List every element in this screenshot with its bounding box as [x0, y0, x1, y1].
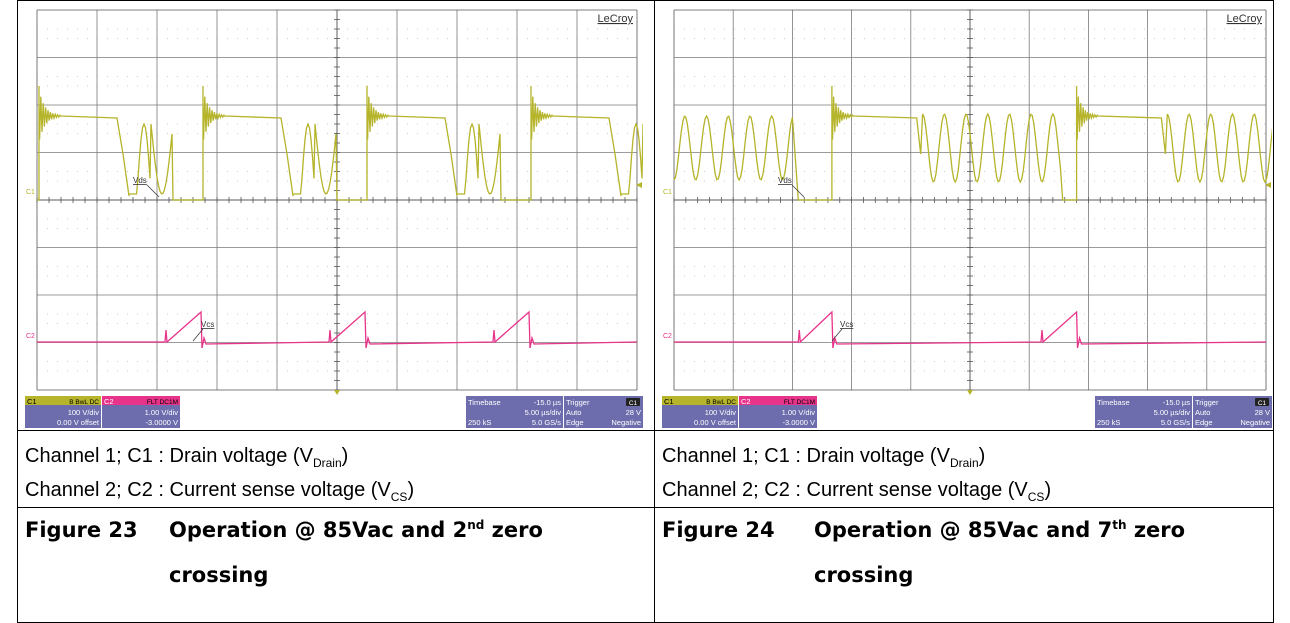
- figure-title: Operation @ 85Vac and 2nd zero: [169, 518, 543, 542]
- trigger-channel: C1: [1258, 400, 1267, 407]
- sample-count: 250 kS: [1097, 418, 1120, 427]
- ch1-info-flags: B BwL DC: [69, 399, 99, 406]
- caption-channel1: Channel 1; C1 : Drain voltage (VDrain): [25, 445, 349, 470]
- trigger-slope: Negative: [611, 418, 641, 427]
- ch1-info-tag: C1: [664, 397, 674, 406]
- ch2-trace-label: Vcs: [201, 320, 214, 329]
- sample-rate: 5.0 GS/s: [1161, 418, 1190, 427]
- sample-count: 250 kS: [468, 418, 491, 427]
- scope-screenshot-left: LeCroy C1 C2 Vds Vcs C1 B BwL DC 100 V/div0.00 …: [25, 4, 643, 429]
- timebase-value: -15.0 µs: [534, 398, 561, 407]
- ch2-volts-per-div: 1.00 V/div: [145, 408, 179, 417]
- ch2-current-sense-trace: [674, 310, 1267, 349]
- time-per-div: 5.00 µs/div: [525, 408, 562, 417]
- timebase-box: [466, 396, 563, 428]
- trigger-position-marker: [967, 390, 973, 395]
- lecroy-logo: LeCroy: [598, 13, 634, 25]
- trigger-level: 28 V: [1255, 408, 1270, 417]
- ch2-info-header: [739, 396, 817, 405]
- ch2-ground-marker: C2: [663, 333, 672, 340]
- trigger-label: Trigger: [1195, 398, 1219, 407]
- caption-channel2: Channel 2; C2 : Current sense voltage (V…: [662, 479, 1052, 504]
- ch2-current-sense-trace: [37, 310, 638, 349]
- ch1-label-leader: [146, 184, 160, 198]
- figure-number: Figure 23: [25, 518, 138, 542]
- time-per-div: 5.00 µs/div: [1154, 408, 1191, 417]
- ch2-trace-label: Vcs: [840, 320, 853, 329]
- trigger-level: 28 V: [626, 408, 641, 417]
- figure-number: Figure 24: [662, 518, 775, 542]
- table-border-right: [1273, 0, 1274, 623]
- trigger-position-marker: [334, 390, 340, 395]
- ch1-offset: 0.00 V offset: [57, 418, 100, 427]
- scope-screenshot-right: LeCroy C1 C2 Vds Vcs C1 B BwL DC 100 V/div0.00 …: [662, 4, 1272, 429]
- ch2-offset: -3.0000 V: [145, 418, 178, 427]
- trigger-label: Trigger: [566, 398, 590, 407]
- trigger-level-marker: [1265, 182, 1271, 188]
- ch2-info-flags: FLT DC1M: [784, 399, 815, 406]
- ch1-drain-voltage-trace: [37, 86, 643, 201]
- caption-channel2: Channel 2; C2 : Current sense voltage (V…: [25, 479, 415, 504]
- ch2-info-flags: FLT DC1M: [147, 399, 178, 406]
- ch1-ground-marker: C1: [663, 189, 672, 196]
- ch2-offset: -3.0000 V: [782, 418, 815, 427]
- ch1-ground-marker: C1: [26, 189, 35, 196]
- table-border-top: [17, 0, 1274, 1]
- ch2-label-leader: [192, 328, 204, 342]
- ch1-label-leader: [791, 184, 805, 198]
- ch1-volts-per-div: 100 V/div: [68, 408, 100, 417]
- trigger-mode: Auto: [566, 408, 581, 417]
- ch1-info-header: [662, 396, 738, 405]
- trigger-type: Edge: [566, 418, 584, 427]
- sample-rate: 5.0 GS/s: [532, 418, 561, 427]
- trigger-channel: C1: [629, 400, 638, 407]
- scope-background: [25, 4, 643, 429]
- trigger-type: Edge: [1195, 418, 1213, 427]
- trigger-channel-badge: [1255, 398, 1269, 406]
- scope-background: [662, 4, 1272, 429]
- ch2-label-leader: [831, 328, 843, 342]
- ch2-ground-marker: C2: [26, 333, 35, 340]
- scope-grid: [36, 9, 638, 391]
- trigger-mode: Auto: [1195, 408, 1210, 417]
- timebase-box: [1095, 396, 1192, 428]
- caption-channel1: Channel 1; C1 : Drain voltage (VDrain): [662, 445, 986, 470]
- table-border-row1: [17, 430, 1274, 431]
- ch1-drain-voltage-trace: [673, 86, 1272, 201]
- ch1-info-tag: C1: [27, 397, 37, 406]
- ch1-info-header: [25, 396, 101, 405]
- ch1-trace-label: Vds: [133, 176, 147, 185]
- table-border-middle: [654, 0, 655, 623]
- timebase-value: -15.0 µs: [1163, 398, 1190, 407]
- ch2-info-tag: C2: [741, 397, 751, 406]
- ch2-info-tag: C2: [104, 397, 114, 406]
- ch1-volts-per-div: 100 V/div: [705, 408, 737, 417]
- lecroy-logo: LeCroy: [1227, 13, 1263, 25]
- table-border-row2: [17, 507, 1274, 508]
- figure-title-line2: crossing: [814, 563, 914, 587]
- trigger-slope: Negative: [1240, 418, 1270, 427]
- figure-title: Operation @ 85Vac and 7th zero: [814, 518, 1186, 542]
- table-border-left: [17, 0, 18, 623]
- ch2-info-header: [102, 396, 180, 405]
- timebase-label: Timebase: [1097, 398, 1130, 407]
- figure-title-line2: crossing: [169, 563, 269, 587]
- ch1-info-flags: B BwL DC: [706, 399, 736, 406]
- ch1-trace-label: Vds: [778, 176, 792, 185]
- trigger-level-marker: [636, 182, 642, 188]
- timebase-label: Timebase: [468, 398, 501, 407]
- ch2-volts-per-div: 1.00 V/div: [782, 408, 816, 417]
- trigger-channel-badge: [626, 398, 640, 406]
- ch1-offset: 0.00 V offset: [694, 418, 737, 427]
